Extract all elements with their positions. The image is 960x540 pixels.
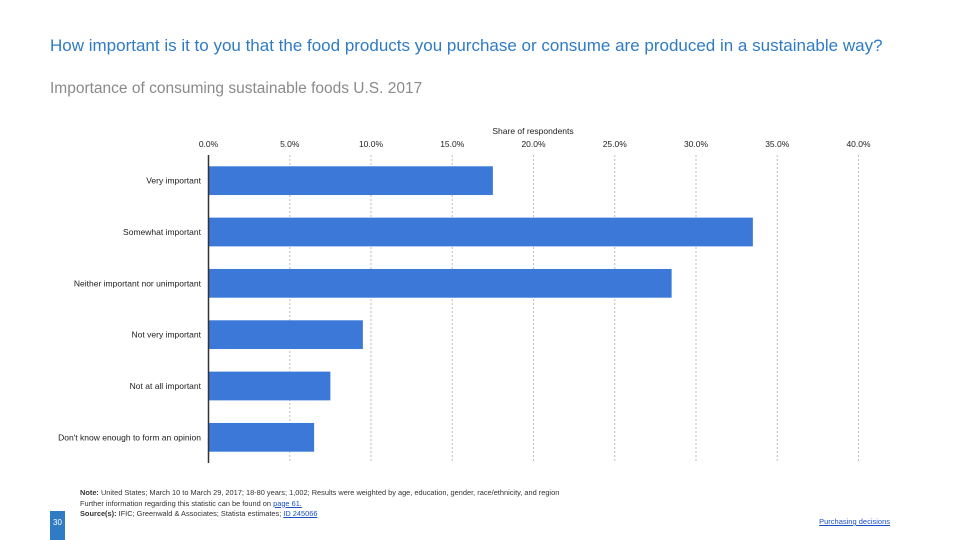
- bars: [208, 166, 753, 452]
- category-label: Very important: [146, 176, 201, 186]
- bar-chart: Very important Somewhat important Neither …: [58, 126, 871, 463]
- x-tick-label: 20.0%: [521, 139, 546, 149]
- chart-subtitle: Importance of consuming sustainable food…: [50, 80, 423, 97]
- further-info-link[interactable]: page 61.: [273, 498, 302, 508]
- source-line: Source(s): IFIC; Greenwald & Associates;…: [80, 509, 559, 520]
- x-tick-label: 30.0%: [684, 139, 709, 149]
- source-label: Source(s):: [80, 509, 117, 518]
- x-tick-label: 25.0%: [603, 139, 628, 149]
- source-text: IFIC; Greenwald & Associates; Statista e…: [116, 509, 284, 518]
- further-info-text: Further information regarding this stati…: [80, 498, 274, 508]
- category-label: Somewhat important: [123, 227, 202, 237]
- x-tick-label: 15.0%: [440, 139, 465, 149]
- bar: [208, 320, 363, 350]
- chart-note: Note: United States; March 10 to March 2…: [80, 488, 559, 520]
- x-axis-title: Share of respondents: [492, 126, 573, 136]
- x-tick-label: 5.0%: [280, 139, 300, 149]
- x-tick-labels: 0.0% 5.0% 10.0% 15.0% 20.0% 25.0% 30.0% 35.0% 40…: [199, 139, 871, 149]
- category-label: Neither important nor unimportant: [74, 278, 202, 288]
- category-labels: Very important Somewhat important Neither …: [58, 176, 202, 443]
- category-label: Not at all important: [130, 381, 202, 391]
- category-label: Not very important: [132, 330, 202, 340]
- x-tick-label: 0.0%: [199, 139, 219, 149]
- note-line: Note: United States; March 10 to March 2…: [80, 488, 559, 499]
- bar: [208, 166, 493, 196]
- x-tick-label: 10.0%: [359, 139, 384, 149]
- bar: [208, 422, 315, 452]
- bar: [208, 217, 753, 247]
- category-label: Don't know enough to form an opinion: [58, 432, 201, 442]
- further-info-line: Further information regarding this stati…: [80, 499, 559, 510]
- page-number: 30: [50, 511, 65, 540]
- bar: [208, 371, 331, 401]
- gridlines: [289, 155, 859, 463]
- bar: [208, 268, 672, 298]
- note-label: Note:: [80, 488, 99, 497]
- note-text: United States; March 10 to March 29, 201…: [98, 488, 560, 497]
- x-tick-label: 40.0%: [846, 139, 871, 149]
- chart-title: How important is it to you that the food…: [50, 36, 883, 55]
- x-tick-label: 35.0%: [765, 139, 790, 149]
- source-id-link[interactable]: ID 245066: [283, 509, 318, 518]
- section-link[interactable]: Purchasing decisions: [819, 517, 890, 526]
